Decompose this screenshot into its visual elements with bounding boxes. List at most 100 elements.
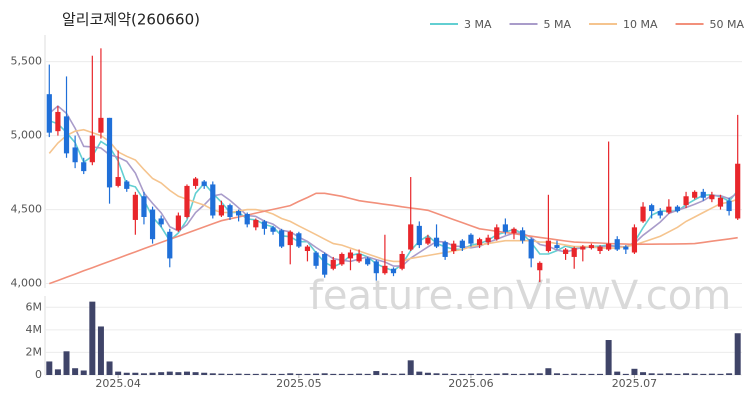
candle-body — [261, 221, 268, 229]
volume-bar — [399, 373, 406, 375]
candle-body — [717, 197, 724, 207]
ma-line — [49, 192, 738, 285]
volume-bar — [571, 373, 578, 375]
volume-bar — [528, 373, 535, 375]
candle-body — [218, 205, 225, 216]
candle-body — [184, 185, 190, 217]
candle-body — [89, 135, 95, 163]
candle-body — [640, 206, 646, 222]
y-tick-label: 0 — [35, 368, 42, 381]
y-tick-label: 5,000 — [11, 129, 43, 142]
candle-body — [502, 224, 508, 232]
volume-bar — [562, 373, 569, 375]
volume-bar — [734, 333, 741, 375]
candle-body — [382, 265, 388, 274]
volume-bar — [270, 373, 277, 375]
volume-bar — [442, 373, 449, 375]
volume-bar — [209, 373, 216, 375]
candle-body — [494, 227, 500, 240]
candle-body — [683, 196, 689, 206]
candle-body — [63, 116, 70, 154]
candle-body — [373, 261, 379, 274]
volume-bar — [140, 373, 147, 375]
candle-body — [649, 205, 655, 212]
candle-body — [614, 239, 620, 250]
volume-bar — [321, 373, 328, 375]
volume-bar — [390, 373, 397, 375]
volume-bar — [605, 340, 612, 375]
y-tick-label: 4,500 — [11, 203, 43, 216]
candle-body — [330, 259, 336, 269]
candle-body — [519, 230, 526, 241]
candle-body — [631, 227, 638, 253]
candle-body — [149, 209, 156, 240]
y-tick-label: 4M — [26, 323, 43, 336]
candle-body — [399, 253, 405, 269]
candle-body — [511, 228, 517, 234]
volume-bar — [278, 373, 285, 375]
candle-body — [597, 246, 603, 252]
candle-body — [98, 117, 104, 133]
volume-bar — [123, 372, 130, 375]
candle-body — [735, 163, 741, 219]
volume-bar — [149, 372, 156, 375]
volume-bar — [295, 373, 302, 375]
candle-body — [588, 245, 595, 249]
candle-body — [313, 252, 319, 266]
volume-bar — [519, 373, 526, 375]
volume-bar — [54, 369, 61, 375]
legend-label: 10 MA — [623, 18, 658, 31]
x-tick-label: 2025.05 — [276, 377, 322, 390]
candle-body — [244, 214, 250, 225]
x-tick-label: 2025.06 — [448, 377, 494, 390]
volume-bar — [553, 373, 560, 375]
candle-body — [270, 227, 276, 232]
volume-bar — [708, 373, 715, 375]
volume-bar — [381, 373, 388, 375]
volume-bar — [450, 373, 457, 375]
volume-bar — [476, 373, 483, 375]
volume-bar — [218, 373, 225, 375]
candle-body — [692, 191, 698, 198]
volume-bar — [132, 372, 139, 375]
volume-bar — [287, 373, 294, 375]
volume-bar — [227, 373, 234, 375]
volume-bar — [304, 373, 311, 375]
chart-title: 알리코제약(260660) — [62, 11, 200, 29]
candle-body — [356, 253, 362, 262]
ma-line — [48, 128, 738, 263]
candle-body — [451, 243, 457, 252]
volume-bar — [80, 370, 87, 375]
volume-bar — [726, 373, 733, 375]
y-tick-label: 5,500 — [11, 55, 43, 68]
candle-body — [442, 242, 448, 257]
candle-body — [571, 248, 577, 257]
volume-bar — [330, 373, 337, 375]
volume-bar — [683, 373, 690, 375]
volume-bar — [700, 373, 707, 375]
legend-label: 50 MA — [710, 18, 745, 31]
candle-body — [141, 196, 147, 217]
volume-bar — [631, 368, 638, 375]
y-tick-label: 6M — [26, 300, 43, 313]
volume-bar — [166, 371, 173, 375]
candle-body — [201, 181, 207, 186]
volume-bar — [433, 373, 440, 375]
candle-body — [468, 234, 474, 244]
candle-body — [459, 240, 465, 249]
volume-bar — [648, 373, 655, 375]
legend-label: 5 MA — [544, 18, 572, 31]
candle-body — [674, 206, 681, 212]
volume-bar — [347, 373, 354, 375]
candle-body — [279, 230, 285, 247]
volume-bar — [674, 373, 681, 375]
candle-body — [46, 94, 52, 133]
legend-label: 3 MA — [464, 18, 492, 31]
candle-body — [106, 117, 113, 188]
candle-body — [709, 194, 715, 200]
volume-bar — [356, 373, 363, 375]
volume-bar — [89, 301, 96, 375]
volume-bar — [63, 351, 70, 375]
candle-body — [347, 252, 354, 259]
